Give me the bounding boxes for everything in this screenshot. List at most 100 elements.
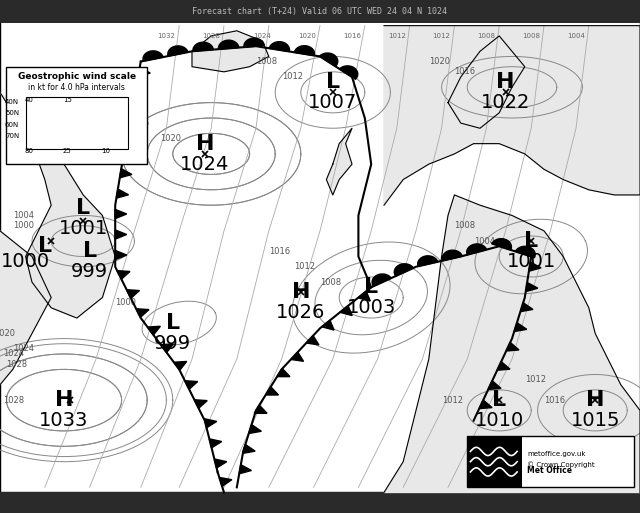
Text: 999: 999 (71, 262, 108, 282)
Text: L: L (326, 72, 340, 92)
Bar (26, 97, 128, 149)
Polygon shape (192, 31, 269, 72)
Polygon shape (148, 326, 161, 335)
Polygon shape (372, 274, 391, 286)
Polygon shape (319, 53, 338, 66)
Polygon shape (384, 195, 640, 492)
Text: 1015: 1015 (570, 411, 620, 430)
Text: 1012: 1012 (525, 375, 546, 384)
Polygon shape (174, 362, 187, 370)
Polygon shape (127, 128, 139, 137)
Polygon shape (115, 209, 127, 219)
Text: Geostrophic wind scale: Geostrophic wind scale (18, 72, 136, 82)
Polygon shape (168, 46, 188, 56)
Text: 1026: 1026 (276, 303, 326, 323)
Bar (467, 436, 522, 487)
Text: 80: 80 (24, 148, 33, 154)
Bar (6, 67, 147, 164)
Text: 1012: 1012 (442, 396, 463, 405)
Text: 1012: 1012 (102, 103, 124, 112)
Bar (467, 436, 634, 487)
Text: H: H (586, 390, 604, 410)
Polygon shape (506, 342, 519, 351)
Polygon shape (115, 250, 127, 260)
Polygon shape (185, 381, 198, 389)
Text: Met Office: Met Office (527, 465, 572, 475)
Text: 1016: 1016 (128, 119, 149, 128)
Polygon shape (515, 246, 535, 258)
Text: 1012: 1012 (388, 33, 406, 39)
Text: 1016: 1016 (454, 67, 476, 76)
Text: 60N: 60N (5, 122, 19, 128)
Text: 1024: 1024 (3, 349, 24, 359)
Polygon shape (254, 405, 267, 413)
Text: H: H (55, 390, 73, 410)
Polygon shape (115, 230, 127, 239)
Polygon shape (218, 40, 239, 49)
Text: 1033: 1033 (39, 411, 89, 430)
Text: 1016: 1016 (269, 247, 290, 256)
Polygon shape (326, 128, 352, 195)
Text: 1020: 1020 (160, 134, 181, 143)
Polygon shape (394, 264, 413, 276)
Text: H: H (196, 134, 214, 153)
Polygon shape (520, 303, 533, 312)
Text: 1001: 1001 (59, 219, 108, 238)
Text: H: H (292, 283, 310, 302)
Text: 1000: 1000 (115, 298, 136, 307)
Polygon shape (514, 323, 527, 331)
Polygon shape (134, 87, 147, 96)
Polygon shape (116, 189, 129, 198)
Text: 1016: 1016 (544, 396, 565, 405)
Polygon shape (266, 387, 278, 395)
Text: 1008: 1008 (256, 57, 277, 66)
Text: 1032: 1032 (157, 33, 175, 39)
Text: L: L (38, 236, 52, 256)
Text: 25: 25 (63, 148, 72, 154)
Text: 1028: 1028 (6, 360, 28, 369)
Text: 1004: 1004 (13, 211, 34, 220)
Polygon shape (244, 38, 264, 47)
Polygon shape (492, 239, 511, 250)
Text: 10: 10 (101, 148, 110, 154)
Text: L: L (166, 313, 180, 333)
Text: 1024: 1024 (180, 154, 230, 174)
Polygon shape (488, 381, 501, 389)
Polygon shape (127, 290, 140, 298)
Polygon shape (130, 108, 143, 117)
Text: metoffice.gov.uk: metoffice.gov.uk (527, 451, 586, 457)
Text: 1008: 1008 (477, 33, 495, 39)
Polygon shape (117, 271, 130, 279)
Polygon shape (442, 250, 462, 261)
Text: 1020: 1020 (0, 329, 15, 338)
Text: 1004: 1004 (474, 236, 495, 246)
Text: 1000: 1000 (13, 221, 34, 230)
Text: 1010: 1010 (475, 411, 524, 430)
Text: L: L (364, 278, 378, 297)
Polygon shape (136, 309, 149, 318)
Polygon shape (339, 66, 358, 79)
Text: 1012: 1012 (433, 33, 451, 39)
Text: 40: 40 (24, 97, 33, 103)
Polygon shape (294, 46, 315, 55)
Polygon shape (214, 459, 227, 468)
Text: 1004: 1004 (567, 33, 585, 39)
Polygon shape (418, 256, 438, 266)
Text: 1028: 1028 (3, 396, 24, 405)
Text: L: L (524, 231, 538, 251)
Polygon shape (467, 244, 486, 255)
Text: L: L (492, 390, 506, 410)
Text: 1024: 1024 (253, 33, 271, 39)
Polygon shape (243, 444, 255, 453)
Polygon shape (204, 419, 217, 428)
Text: 1008: 1008 (522, 33, 540, 39)
Polygon shape (138, 67, 150, 76)
Text: 70N: 70N (5, 133, 19, 139)
Text: 999: 999 (154, 334, 191, 353)
Bar (0, 0, 640, 23)
Text: 1012: 1012 (294, 262, 316, 271)
Polygon shape (340, 306, 352, 315)
Text: 1020: 1020 (298, 33, 316, 39)
Polygon shape (123, 148, 135, 157)
Polygon shape (195, 400, 207, 408)
